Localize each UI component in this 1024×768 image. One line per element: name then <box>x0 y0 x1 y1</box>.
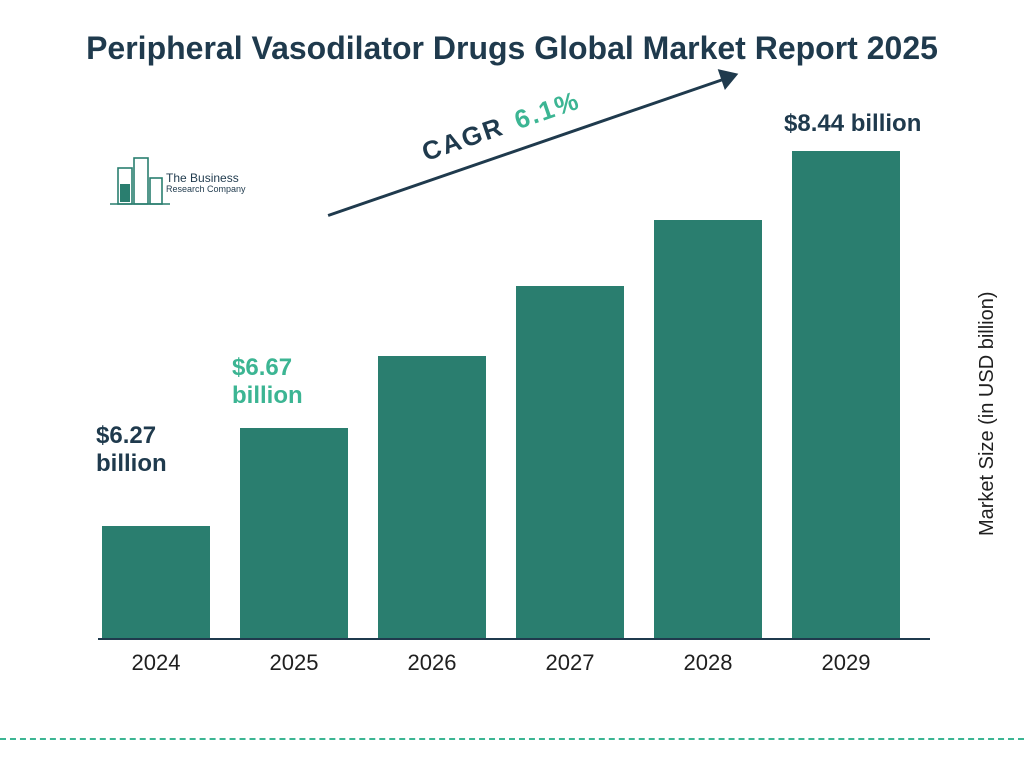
bar-2024 <box>102 526 210 638</box>
data-label-line1: $8.44 billion <box>784 110 921 137</box>
bottom-divider <box>0 738 1024 740</box>
x-label-2026: 2026 <box>362 650 502 676</box>
data-label-line1: $6.27 <box>96 422 156 449</box>
data-label-line1: $6.67 <box>232 354 292 381</box>
data-label-2025: $6.67 billion <box>232 354 303 409</box>
bar-2029 <box>792 151 900 638</box>
bar-2025 <box>240 428 348 638</box>
bar-fill <box>240 428 348 638</box>
chart-title: Peripheral Vasodilator Drugs Global Mark… <box>0 28 1024 68</box>
x-label-2024: 2024 <box>86 650 226 676</box>
bar-fill <box>378 356 486 638</box>
bar-fill <box>792 151 900 638</box>
x-axis <box>98 638 930 640</box>
bar-2028 <box>654 220 762 638</box>
bar-2026 <box>378 356 486 638</box>
x-label-2028: 2028 <box>638 650 778 676</box>
data-label-line2: billion <box>232 382 303 409</box>
bar-fill <box>654 220 762 638</box>
y-axis-label: Market Size (in USD billion) <box>977 292 1000 537</box>
x-label-2029: 2029 <box>776 650 916 676</box>
data-label-2029: $8.44 billion <box>784 110 921 138</box>
bar-fill <box>516 286 624 638</box>
bar-2027 <box>516 286 624 638</box>
cagr-value: 6.1% <box>510 85 583 135</box>
data-label-line2: billion <box>96 450 167 477</box>
bar-fill <box>102 526 210 638</box>
x-label-2025: 2025 <box>224 650 364 676</box>
data-label-2024: $6.27 billion <box>96 422 167 477</box>
x-label-2027: 2027 <box>500 650 640 676</box>
